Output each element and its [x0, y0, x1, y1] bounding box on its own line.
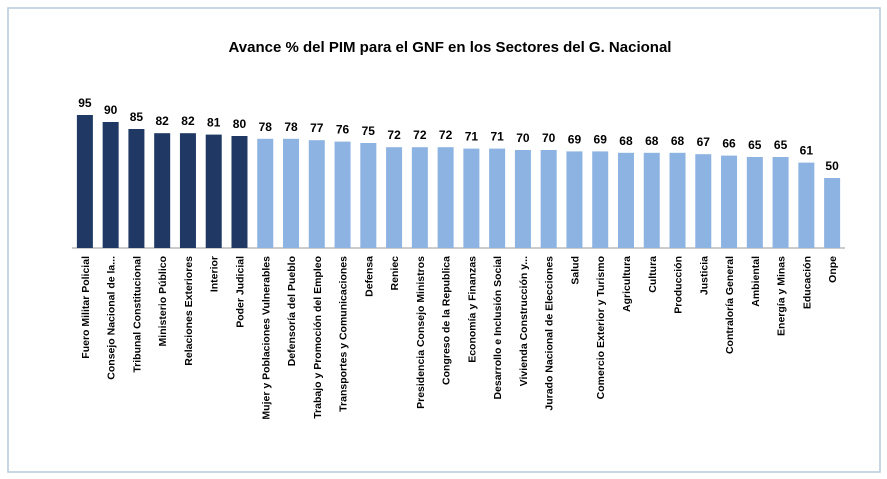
bar: [231, 136, 248, 248]
x-tick-label: Consejo Nacional de la...: [106, 256, 118, 380]
x-tick-label: Comercio Exterior y Turismo: [595, 256, 607, 399]
x-tick-label: Presidencia Consejo Ministros: [415, 256, 427, 409]
x-tick-label: Onpe: [827, 256, 839, 283]
bar: [411, 147, 428, 248]
bar: [489, 148, 506, 248]
x-tick-label: Ambiental: [750, 256, 762, 307]
bar: [463, 148, 480, 248]
x-tick-label: Tribunal Constitucional: [131, 256, 143, 373]
x-tick-label: Ministerio Público: [157, 256, 169, 346]
bar: [437, 147, 454, 248]
bar: [746, 157, 763, 248]
bar: [205, 134, 222, 248]
bar: [386, 147, 403, 248]
data-label: 82: [156, 114, 170, 128]
data-label: 78: [284, 120, 298, 134]
data-label: 65: [774, 138, 788, 152]
bar: [257, 138, 274, 248]
data-label: 69: [568, 132, 582, 146]
data-label: 76: [336, 123, 350, 137]
x-tick-label: Economía y Finanzas: [466, 256, 478, 363]
x-tick-label: Vivienda Construcción y...: [518, 256, 530, 386]
bar: [643, 152, 660, 248]
bar: [308, 140, 325, 248]
bar: [128, 129, 145, 248]
bar: [592, 151, 609, 248]
data-label: 72: [387, 128, 401, 142]
bar: [102, 122, 119, 248]
data-label: 68: [619, 134, 633, 148]
x-tick-label: Fuero Militar Policial: [80, 256, 92, 359]
x-tick-label: Congreso de la Republica: [441, 256, 453, 385]
data-label: 50: [825, 159, 839, 173]
x-tick-label: Defensoría del Pueblo: [286, 256, 298, 366]
data-label: 69: [594, 132, 608, 146]
data-label: 71: [490, 130, 504, 144]
x-tick-label: Trabajo y Promoción del Empleo: [312, 256, 324, 419]
bar: [76, 115, 93, 248]
data-label: 68: [671, 134, 685, 148]
x-tick-label: Desarrollo e Inclusión Social: [492, 256, 504, 400]
x-tick-label: Interior: [209, 256, 221, 292]
x-tick-label: Energía y Minas: [776, 256, 788, 336]
bar: [360, 143, 377, 248]
bar: [798, 162, 815, 248]
data-label: 68: [645, 134, 659, 148]
data-label: 81: [207, 116, 221, 130]
data-label: 80: [233, 117, 247, 131]
bar: [540, 150, 557, 248]
bar: [824, 178, 841, 248]
data-label: 70: [542, 131, 556, 145]
data-label: 78: [259, 120, 273, 134]
x-tick-label: Reniec: [389, 256, 401, 291]
bar: [179, 133, 196, 248]
chart-title: Avance % del PIM para el GNF en los Sect…: [229, 39, 672, 56]
x-tick-label: Mujer y Poblaciones Vulnerables: [260, 256, 272, 420]
x-tick-label: Relaciones Exteriores: [183, 256, 195, 366]
x-tick-label: Contraloría General: [724, 256, 736, 354]
bar: [721, 155, 738, 248]
data-label: 90: [104, 103, 118, 117]
data-label: 61: [800, 144, 814, 158]
data-label: 65: [748, 138, 762, 152]
bar: [154, 133, 171, 248]
data-label: 72: [439, 128, 453, 142]
x-tick-label: Educación: [801, 256, 813, 309]
data-label: 72: [413, 128, 427, 142]
data-label: 66: [722, 137, 736, 151]
data-label: 82: [181, 114, 195, 128]
bar: [617, 152, 634, 248]
data-label: 85: [130, 110, 144, 124]
x-tick-label: Jurado Nacional de Elecciones: [544, 256, 556, 411]
x-tick-label: Transportes y Comunicaciones: [338, 256, 350, 412]
bar: [334, 141, 351, 248]
bar: [669, 152, 686, 248]
data-label: 70: [516, 131, 530, 145]
x-tick-label: Justicia: [698, 256, 710, 295]
bar: [283, 138, 300, 248]
data-label: 67: [697, 135, 711, 149]
bar: [772, 157, 789, 248]
x-tick-label: Agricultura: [621, 256, 633, 312]
data-label: 71: [465, 130, 479, 144]
x-tick-label: Poder Judicial: [234, 256, 246, 328]
data-label: 77: [310, 121, 324, 135]
bar: [514, 150, 531, 248]
data-label: 95: [78, 96, 92, 110]
x-tick-label: Producción: [673, 256, 685, 314]
x-tick-label: Defensa: [363, 256, 375, 297]
x-tick-label: Cultura: [647, 256, 659, 293]
bar: [695, 154, 712, 248]
x-tick-label: Salud: [569, 256, 581, 285]
bar: [566, 151, 583, 248]
data-label: 75: [362, 124, 376, 138]
